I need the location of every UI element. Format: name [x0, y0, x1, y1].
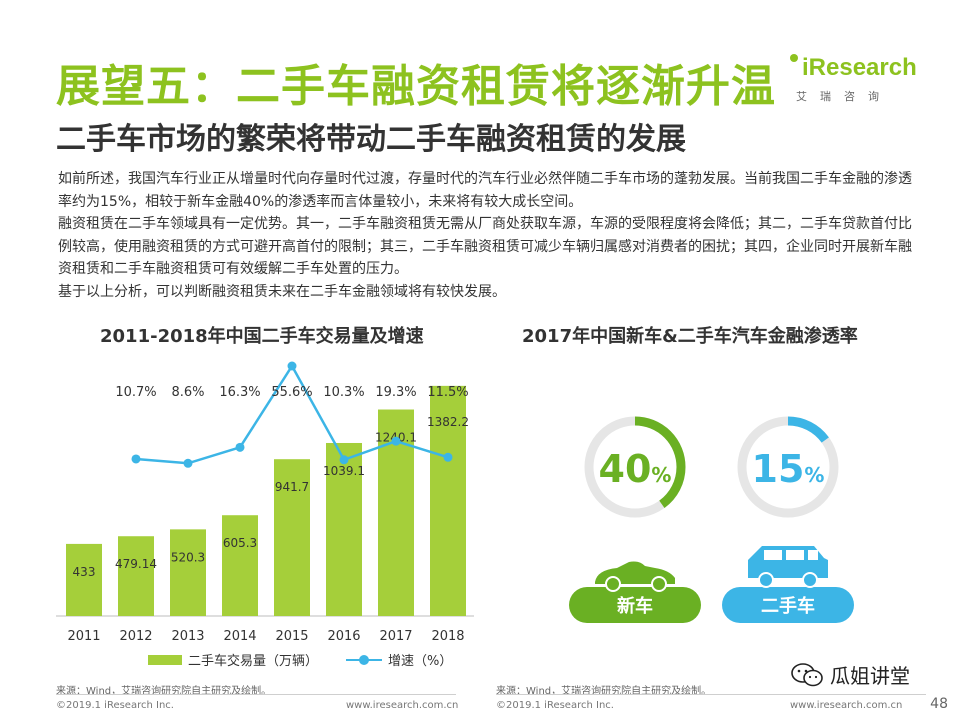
- bar-2011: [66, 543, 102, 616]
- sports-car-icon: [595, 561, 675, 592]
- logo-cn: 艾瑞咨询: [796, 90, 892, 103]
- ring-chart: 40% 新车 15% 二手车: [569, 416, 854, 623]
- page-number: 48: [930, 696, 948, 712]
- ring-value: 40%: [599, 447, 672, 491]
- copyright-right: ©2019.1 iResearch Inc.: [496, 700, 614, 711]
- ring-arc: [737, 416, 839, 518]
- page-subtitle: 二手车市场的繁荣将带动二手车融资租赁的发展: [56, 122, 686, 157]
- source-right: 来源：Wind，艾瑞咨询研究院自主研究及绘制。: [496, 686, 712, 697]
- bar-2013: [170, 529, 206, 616]
- growth-point: [287, 361, 297, 371]
- x-tick-label: 2018: [431, 629, 464, 644]
- bar-chart-legend: 二手车交易量（万辆） 增速（%）: [148, 650, 452, 669]
- iresearch-logo: iResearch 艾瑞咨询: [788, 50, 918, 112]
- ring-arc: [584, 416, 686, 518]
- growth-label: 16.3%: [219, 385, 260, 400]
- ring-value-unit: %: [651, 463, 671, 487]
- legend-bar-label: 二手车交易量（万辆）: [188, 654, 319, 669]
- ring-value-number: 15: [752, 447, 805, 491]
- growth-label: 19.3%: [375, 385, 416, 400]
- wechat-watermark: 瓜姐讲堂: [790, 660, 910, 689]
- url-right: www.iresearch.com.cn: [790, 700, 903, 711]
- car-window: [764, 550, 782, 560]
- bar-2016: [326, 442, 362, 616]
- growth-point: [131, 454, 141, 464]
- url-left: www.iresearch.com.cn: [346, 700, 459, 711]
- legend-bar-swatch: [148, 654, 182, 665]
- car-wheel: [651, 576, 667, 592]
- car-window: [786, 550, 804, 560]
- ring-value: 15%: [752, 447, 825, 491]
- growth-label: 8.6%: [171, 385, 204, 400]
- badge-label: 新车: [617, 595, 653, 617]
- badge-pill: [722, 587, 854, 623]
- bar-2012: [118, 536, 154, 616]
- source-left: 来源：Wind，艾瑞咨询研究院自主研究及绘制。: [56, 686, 272, 697]
- x-tick-label: 2017: [379, 629, 412, 644]
- bar-value-label: 520.3: [171, 550, 205, 564]
- ring-value-number: 40: [599, 447, 652, 491]
- growth-label: 55.6%: [271, 385, 312, 400]
- growth-point: [235, 442, 245, 452]
- logo-mark-icon: [790, 54, 798, 62]
- bar-value-label: 433: [73, 565, 96, 579]
- bar-value-label: 605.3: [223, 536, 257, 550]
- paragraph-1: 如前所述，我国汽车行业正从增量时代向存量时代过渡，存量时代的汽车行业必然伴随二手…: [58, 171, 912, 210]
- growth-label: 10.7%: [115, 385, 156, 400]
- body-text: 如前所述，我国汽车行业正从增量时代向存量时代过渡，存量时代的汽车行业必然伴随二手…: [58, 168, 918, 303]
- badge-pill: [569, 587, 701, 623]
- ring-chart-title: 2017年中国新车&二手车汽车金融渗透率: [522, 326, 858, 347]
- bar-value-label: 1382.2: [427, 415, 469, 429]
- badge-label: 二手车: [761, 595, 815, 617]
- bar-2015: [274, 459, 310, 616]
- growth-label: 11.5%: [427, 385, 468, 400]
- growth-label: 10.3%: [323, 385, 364, 400]
- bar-2018: [430, 385, 466, 616]
- x-tick-label: 2012: [119, 629, 152, 644]
- bar-value-label: 941.7: [275, 480, 309, 494]
- growth-point: [443, 452, 453, 462]
- logo-name: iResearch: [802, 54, 917, 81]
- wechat-icon: [791, 662, 823, 686]
- legend-line-label: 增速（%）: [388, 654, 453, 669]
- x-tick-label: 2013: [171, 629, 204, 644]
- footer-divider-left: [56, 694, 456, 695]
- growth-point: [339, 455, 349, 465]
- x-tick-label: 2011: [67, 629, 100, 644]
- x-tick-label: 2015: [275, 629, 308, 644]
- paragraph-2: 融资租赁在二手车领域具有一定优势。其一，二手车融资租赁无需从厂商处获取车源，车源…: [58, 216, 912, 277]
- page-title: 展望五：二手车融资租赁将逐渐升温: [56, 61, 776, 112]
- car-wheel: [605, 576, 621, 592]
- bar-2014: [222, 515, 258, 616]
- x-tick-label: 2016: [327, 629, 360, 644]
- car-wheel: [758, 572, 774, 588]
- bar-chart-title: 2011-2018年中国二手车交易量及增速: [100, 326, 424, 347]
- car-window: [808, 550, 818, 560]
- bar-chart: 433 2011 479.14 2012 520.3 2013 605.3 2014 941.7…: [56, 361, 474, 644]
- growth-point: [183, 458, 193, 468]
- growth-point: [391, 436, 401, 446]
- bar-value-label: 1039.1: [323, 464, 365, 478]
- footer-divider-right: [496, 694, 926, 695]
- suv-car-icon: [748, 546, 828, 588]
- copyright-left: ©2019.1 iResearch Inc.: [56, 700, 174, 711]
- ring-value-unit: %: [804, 463, 824, 487]
- paragraph-3: 基于以上分析，可以判断融资租赁未来在二手车金融领域将有较快发展。: [58, 283, 506, 300]
- x-tick-label: 2014: [223, 629, 256, 644]
- wechat-name: 瓜姐讲堂: [830, 664, 910, 688]
- legend-line-swatch: [346, 654, 383, 666]
- car-wheel: [802, 572, 818, 588]
- bar-value-label: 479.14: [115, 557, 157, 571]
